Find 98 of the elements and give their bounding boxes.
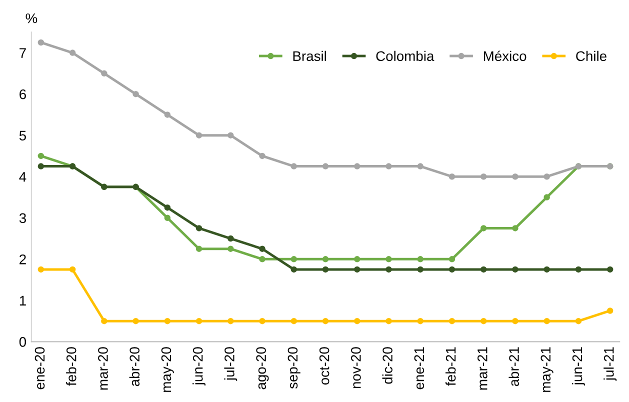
point (228, 318, 234, 324)
point (196, 318, 202, 324)
point (512, 225, 518, 232)
point (196, 246, 202, 252)
point (448, 256, 456, 262)
point (417, 318, 424, 324)
y-tick-label: 1 (20, 296, 26, 306)
point (290, 318, 298, 324)
x-tick-label: mar-20 (98, 347, 108, 390)
point (322, 266, 329, 273)
y-tick-label: 4 (19, 172, 26, 182)
point (38, 266, 44, 273)
point (544, 173, 550, 180)
point (512, 266, 518, 273)
y-tick-label: 5 (19, 130, 26, 141)
point (480, 225, 487, 232)
point (69, 266, 76, 273)
point (196, 132, 202, 138)
point (512, 173, 518, 180)
point (290, 163, 298, 170)
point (386, 256, 392, 262)
point (480, 266, 487, 273)
point (101, 70, 108, 77)
point (448, 266, 456, 273)
x-tick-label: dic-20 (382, 347, 392, 384)
point (259, 256, 266, 262)
point (386, 318, 392, 324)
point (512, 318, 518, 324)
point (386, 163, 392, 170)
point (544, 266, 550, 273)
point (38, 152, 44, 160)
point (322, 256, 329, 262)
x-tick-label: may-21 (540, 347, 554, 392)
point (132, 318, 139, 324)
x-tick-label: sep-20 (288, 347, 300, 389)
point (480, 318, 487, 324)
point (544, 194, 550, 200)
point (38, 39, 44, 46)
y-tick-label: 2 (20, 254, 26, 264)
x-tick-label: ago-20 (256, 347, 269, 390)
point (354, 266, 360, 273)
x-tick-label: jul-20 (224, 347, 238, 381)
point (417, 256, 424, 262)
legend-label: México (484, 50, 526, 62)
point (164, 112, 171, 118)
point (386, 266, 392, 273)
x-tick-label: abr-21 (508, 347, 519, 386)
point (544, 318, 550, 324)
point (228, 235, 234, 242)
x-tick-label: jun-20 (192, 347, 206, 386)
y-tick-label: 3 (19, 213, 26, 224)
point (417, 163, 424, 170)
point (575, 266, 582, 273)
x-tick-label: mar-21 (477, 347, 488, 390)
x-tick-label: feb-20 (66, 347, 76, 386)
point (38, 163, 44, 170)
point (606, 266, 614, 273)
point (448, 318, 456, 324)
point (164, 204, 171, 211)
point (196, 225, 202, 232)
point (448, 173, 456, 180)
point (480, 173, 487, 180)
point (354, 163, 360, 170)
x-tick-label: nov-20 (351, 347, 361, 388)
point (259, 318, 266, 324)
x-tick-label: ene-21 (414, 347, 424, 390)
point (575, 318, 582, 324)
point (164, 214, 171, 222)
y-axis-title: % (26, 13, 38, 24)
legend-label: Chile (576, 50, 606, 62)
point (322, 318, 329, 324)
point (69, 50, 76, 56)
point (101, 318, 108, 324)
x-tick-label: oct-20 (319, 347, 330, 385)
x-tick-label: ene-20 (34, 347, 45, 390)
point (259, 152, 266, 160)
x-tick-label: may-20 (161, 347, 174, 392)
point (259, 246, 266, 252)
point (164, 318, 171, 324)
point (228, 246, 234, 252)
point (354, 256, 360, 262)
point (354, 318, 360, 324)
y-tick-label: 6 (20, 89, 26, 100)
point (290, 266, 298, 273)
x-tick-label: jul-21 (604, 347, 617, 381)
point (228, 132, 234, 138)
legend-label: Colombia (376, 50, 434, 62)
legend-label: Brasil (293, 50, 326, 62)
point (290, 256, 298, 262)
x-tick-label: abr-20 (129, 347, 140, 386)
y-tick-label: 7 (20, 48, 26, 58)
y-tick-label: 0 (19, 337, 26, 347)
point (417, 266, 424, 273)
point (322, 163, 329, 170)
x-tick-label: jun-21 (572, 347, 585, 386)
x-tick-label: feb-21 (446, 347, 456, 386)
point (132, 90, 139, 98)
point (606, 308, 614, 314)
